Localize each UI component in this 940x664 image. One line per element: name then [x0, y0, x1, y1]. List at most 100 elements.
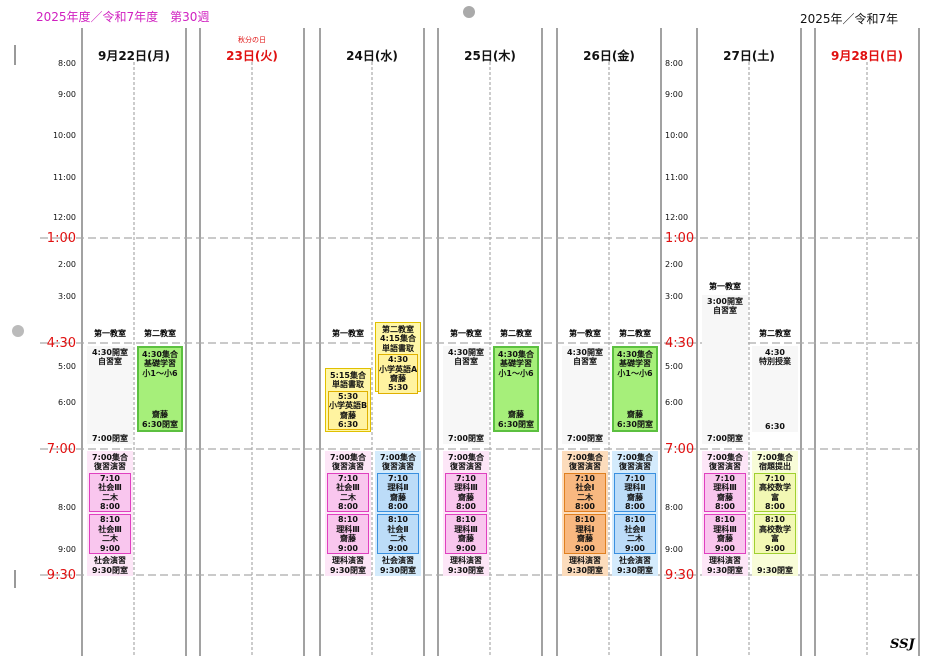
- block-text: 8:10: [388, 515, 408, 525]
- lesson: 7:10 高校数学富 8:00: [754, 472, 796, 513]
- schedule-block: 4:30集合 基礎学習 小1～小6 齋藤 6:30閉室: [137, 346, 183, 432]
- block-text: 理科Ⅲ: [454, 483, 478, 493]
- block-text: 復習演習: [450, 462, 482, 472]
- block-footer: 9:30閉室: [752, 566, 798, 576]
- block-text: 齋藤: [627, 492, 643, 502]
- block-text: 社会演習: [619, 556, 651, 566]
- time-label: 4:30: [47, 336, 76, 351]
- block-text: 4:30集合: [498, 350, 534, 359]
- block-text: 7:00集合: [330, 453, 366, 462]
- block-text: 7:10: [765, 473, 785, 483]
- room-label: 第一教室: [94, 329, 126, 338]
- block-text: 齋藤: [390, 492, 406, 502]
- block-text: 齋藤: [340, 534, 356, 544]
- block-text: 8:10: [575, 515, 595, 525]
- block-text: 4:30開室: [567, 348, 603, 357]
- block-text: 高校数学: [759, 524, 791, 534]
- time-label: 3:00: [58, 292, 76, 301]
- block-text: 6:30閉室: [617, 419, 653, 429]
- block-footer: 理科演習 9:30閉室: [562, 556, 608, 576]
- block-text: 理科Ⅰ: [575, 524, 595, 534]
- lesson: 8:10 社会Ⅱ 二木 9:00: [377, 514, 419, 555]
- room-label: 第二教室: [619, 329, 651, 338]
- lesson: 8:10 理科Ⅲ 齋藤 9:00: [327, 514, 369, 555]
- block-text: 齋藤: [340, 410, 356, 420]
- time-label: 10:00: [665, 131, 688, 140]
- block-text: 小1～小6: [498, 368, 534, 378]
- lesson: 7:10 理科Ⅱ 齋藤 8:00: [377, 472, 419, 513]
- block-text: 基礎学習: [500, 359, 532, 369]
- block-text: 9:00: [575, 543, 595, 553]
- block-text: 二木: [102, 534, 118, 544]
- block-text: 8:00: [715, 502, 735, 512]
- block-text: 9:30閉室: [380, 565, 416, 575]
- block-text: 8:00: [456, 502, 476, 512]
- block-text: 小1～小6: [617, 368, 653, 378]
- block-text: 理科演習: [332, 556, 364, 566]
- block-text: 6:30: [338, 420, 358, 430]
- block-text: 8:00: [388, 502, 408, 512]
- block-text: 9:30閉室: [567, 565, 603, 575]
- block-text: 小学英語B: [329, 401, 368, 411]
- block-text: 9:00: [715, 543, 735, 553]
- block-text: 8:00: [100, 502, 120, 512]
- block-text: 基礎学習: [619, 359, 651, 369]
- block-text: 8:10: [625, 515, 645, 525]
- block-text: 7:10: [456, 473, 476, 483]
- block-text: 理科Ⅲ: [454, 524, 478, 534]
- schedule-block: 第二教室 4:15集合 単語書取 4:30 小学英語A 齋藤 5:30: [375, 322, 421, 394]
- block-text: 小学英語A: [379, 364, 418, 374]
- block-text: 7:10: [575, 473, 595, 483]
- block-text: 特別授業: [759, 357, 791, 367]
- block-text: 9:30閉室: [92, 565, 128, 575]
- block-text: 復習演習: [94, 462, 126, 472]
- block-footer: 社会演習 9:30閉室: [612, 556, 658, 576]
- day-header: 9月22日(月): [98, 49, 170, 63]
- block-text: 4:30集合: [142, 350, 178, 359]
- block-text: 二木: [627, 534, 643, 544]
- block-text: 9:30閉室: [757, 565, 793, 575]
- block-text: 7:00集合: [707, 453, 743, 462]
- day-header: 24日(水): [346, 48, 398, 63]
- schedule-block: 3:00開室 自習室 7:00閉室: [702, 295, 748, 444]
- schedule-block: 5:15集合 単語書取 5:30 小学英語B 齋藤 6:30: [325, 368, 371, 432]
- block-text: 8:10: [765, 515, 785, 525]
- room-label: 第二教室: [144, 329, 176, 338]
- block-footer: 7:00閉室: [562, 434, 608, 444]
- block-text: 社会Ⅱ: [387, 524, 409, 534]
- block-footer: 6:30: [752, 422, 798, 432]
- block-text: 第二教室: [382, 325, 414, 334]
- block-text: 9:00: [765, 543, 785, 553]
- block-text: 7:00閉室: [448, 433, 484, 443]
- block-text: 復習演習: [382, 462, 414, 472]
- block-text: 8:10: [456, 515, 476, 525]
- lesson: 4:30 小学英語A 齋藤 5:30: [378, 354, 418, 394]
- schedule-block: 7:00集合 復習演習 7:10 理科Ⅱ 齋藤 8:00 8:10 社会Ⅱ 二木 9:00 社会演習…: [612, 451, 658, 576]
- block-text: 9:30閉室: [707, 565, 743, 575]
- block-text: 二木: [102, 492, 118, 502]
- block-text: 単語書取: [332, 380, 364, 390]
- room-label: 第一教室: [450, 329, 482, 338]
- block-footer: 7:00閉室: [87, 434, 133, 444]
- time-label: 9:30: [47, 568, 76, 583]
- block-text: 9:00: [388, 543, 408, 553]
- lesson: 8:10 理科Ⅲ 齋藤 9:00: [704, 514, 746, 555]
- year-label: 2025年／令和7年: [800, 12, 899, 26]
- lesson: 8:10 高校数学富 9:00: [754, 514, 796, 555]
- block-text: 二木: [340, 492, 356, 502]
- time-label: 12:00: [53, 213, 76, 222]
- block-text: 復習演習: [619, 462, 651, 472]
- block-text: 単語書取: [382, 343, 414, 353]
- schedule-block: 4:30開室 自習室 7:00閉室: [562, 346, 608, 444]
- block-footer: 理科演習 9:30閉室: [443, 556, 489, 576]
- schedule-block: 4:30 特別授業 6:30: [752, 346, 798, 432]
- block-text: 高校数学: [759, 483, 791, 493]
- time-label: 12:00: [665, 213, 688, 222]
- block-footer: 齋藤 6:30閉室: [614, 410, 656, 430]
- block-footer: 社会演習 9:30閉室: [87, 556, 133, 576]
- time-label: 9:00: [58, 545, 76, 554]
- block-text: 9:00: [338, 543, 358, 553]
- block-text: 8:00: [575, 502, 595, 512]
- day-header: 25日(木): [464, 48, 516, 63]
